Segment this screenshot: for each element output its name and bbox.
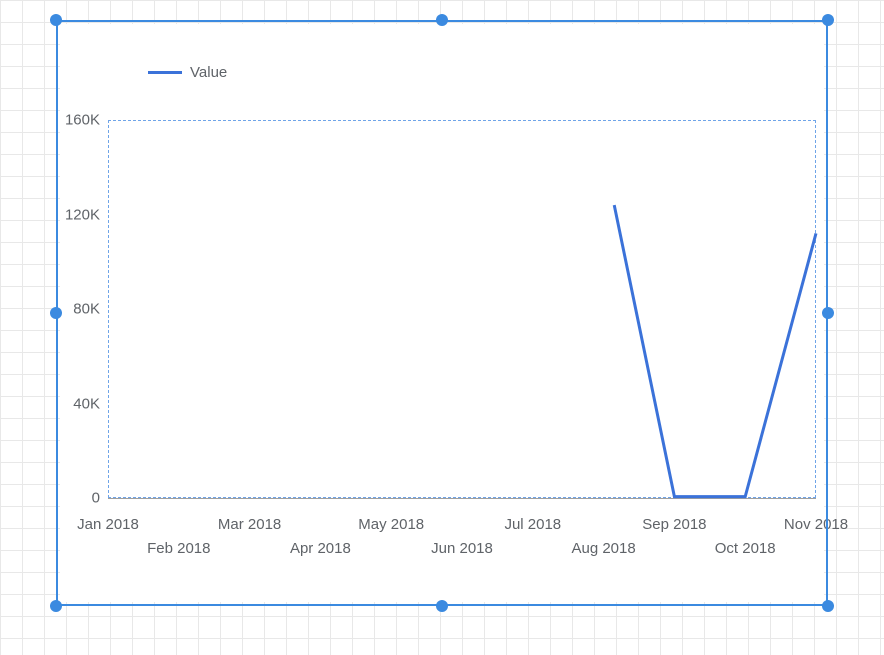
resize-handle[interactable] xyxy=(822,307,834,319)
resize-handle[interactable] xyxy=(50,14,62,26)
selection-border[interactable] xyxy=(56,20,828,606)
resize-handle[interactable] xyxy=(436,14,448,26)
resize-handle[interactable] xyxy=(50,307,62,319)
resize-handle[interactable] xyxy=(436,600,448,612)
stage: Value 040K80K120K160K Jan 2018Mar 2018Ma… xyxy=(0,0,884,655)
resize-handle[interactable] xyxy=(50,600,62,612)
resize-handle[interactable] xyxy=(822,14,834,26)
resize-handle[interactable] xyxy=(822,600,834,612)
